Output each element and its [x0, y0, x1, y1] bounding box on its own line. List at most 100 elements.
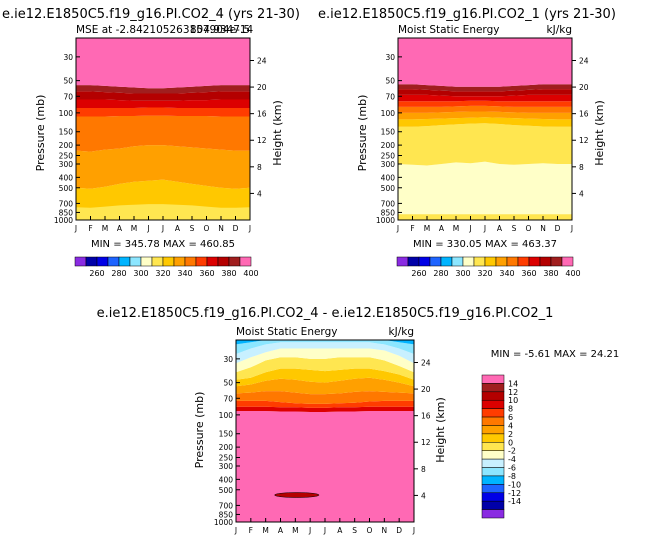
colorbar-swatch: [107, 256, 120, 267]
panel-1: e.ie12.E1850C5.f19_g16.PI.CO2_4 (yrs 21-…: [2, 7, 300, 278]
y-tick-label: 100: [381, 109, 396, 118]
contour-band-8: [76, 38, 250, 89]
contour-band-4: [76, 107, 250, 117]
contour-band-5: [236, 368, 414, 387]
y-tick-label: 500: [219, 486, 234, 495]
contour-band-8: [398, 89, 572, 97]
colorbar-label: 380: [221, 269, 236, 278]
colorbar-swatch: [481, 374, 505, 384]
colorbar-swatch: [440, 256, 453, 267]
colorbar-label: 320: [477, 269, 492, 278]
y-right-tick-label: 4: [257, 189, 262, 198]
colorbar-label: -2: [508, 447, 516, 456]
colorbar-label: -4: [508, 455, 516, 464]
contour-band-1: [236, 406, 414, 412]
colorbar-swatch: [96, 256, 109, 267]
panel-1-title: e.ie12.E1850C5.f19_g16.PI.CO2_4 (yrs 21-…: [2, 7, 300, 22]
colorbar-swatch: [506, 256, 519, 267]
colorbar-swatch: [140, 256, 153, 267]
panel-2-plot-area: J F M A M J J A S O N D J305070100150200250300400500…: [376, 37, 589, 233]
y-right-tick-label: 8: [421, 465, 426, 474]
colorbar-label: 340: [499, 269, 514, 278]
colorbar-swatch: [184, 256, 197, 267]
colorbar-label: 360: [521, 269, 536, 278]
colorbar-label: 8: [508, 405, 513, 414]
y-tick-label: 150: [59, 128, 74, 137]
colorbar-swatch: [481, 492, 505, 502]
y-tick-label: 1000: [214, 518, 233, 527]
y-right-tick-label: 24: [579, 56, 589, 65]
x-tick-label: D: [396, 526, 402, 535]
x-tick-label: A: [439, 224, 445, 233]
y-tick-label: 70: [63, 92, 73, 101]
colorbar-label: 4: [508, 421, 513, 430]
colorbar-swatch: [473, 256, 486, 267]
colorbar-swatch: [481, 383, 505, 393]
panel-2-subtitle-left: Moist Static Energy: [398, 24, 499, 36]
panel-1-y-right-axis-label: Height (km): [271, 100, 284, 166]
y-tick-label: 30: [223, 355, 233, 364]
panel-2: e.ie12.E1850C5.f19_g16.PI.CO2_1 (yrs 21-…: [318, 7, 616, 278]
x-tick-label: M: [453, 224, 459, 233]
y-tick-label: 150: [381, 128, 396, 137]
y-tick-label: 850: [381, 208, 396, 217]
colorbar-swatch: [481, 500, 505, 510]
y-tick-label: 150: [219, 430, 234, 439]
contour-band-6: [398, 100, 572, 107]
colorbar-label: -12: [508, 489, 521, 498]
x-tick-label: J: [570, 224, 573, 233]
colorbar-label: 12: [508, 388, 518, 397]
contour-band-7: [76, 85, 250, 94]
contour-band-0: [76, 203, 250, 220]
panel-1-colorbar: 260 280 300 320 340 360 380 400: [74, 256, 259, 278]
colorbar-swatch: [481, 484, 505, 494]
y-tick-label: 400: [219, 475, 234, 484]
panel-3: e.ie12.E1850C5.f19_g16.PI.CO2_4 - e.ie12…: [97, 306, 620, 535]
panel-3-y-right-axis-label: Height (km): [434, 397, 447, 463]
x-tick-label: S: [512, 224, 517, 233]
y-right-tick-label: 8: [579, 163, 584, 172]
panel-3-subtitle-left: Moist Static Energy: [236, 326, 337, 338]
colorbar-label: 400: [565, 269, 580, 278]
contour-band-1: [76, 179, 250, 208]
contour-band-9: [398, 84, 572, 92]
x-tick-label: J: [248, 224, 251, 233]
y-tick-label: 300: [219, 462, 234, 471]
colorbar-swatch: [481, 509, 505, 519]
colorbar-swatch: [481, 442, 505, 451]
contour-band-2: [76, 145, 250, 189]
colorbar-swatch: [528, 256, 541, 267]
colorbar-swatch: [484, 256, 497, 267]
y-right-tick-label: 8: [257, 163, 262, 172]
colorbar-swatch: [162, 256, 175, 267]
x-tick-label: O: [367, 526, 373, 535]
contour-band-1: [398, 161, 572, 215]
colorbar-label: 10: [508, 396, 518, 405]
y-right-tick-label: 20: [257, 83, 267, 92]
y-right-tick-label: 12: [579, 136, 589, 145]
contour-band-7: [398, 94, 572, 102]
x-tick-label: M: [292, 526, 298, 535]
contour-blob-0: [274, 492, 320, 498]
panel-3-plot-area: J F M A M J J A S O N D J305070100150200250300400500…: [214, 339, 431, 535]
panel-1-stats: MIN = 345.78 MAX = 460.85: [91, 239, 235, 250]
x-tick-label: J: [412, 526, 415, 535]
colorbar-swatch: [481, 399, 505, 409]
y-tick-label: 850: [59, 208, 74, 217]
colorbar-swatch: [151, 256, 164, 267]
x-tick-label: O: [204, 224, 210, 233]
colorbar-label: 400: [243, 269, 258, 278]
colorbar-swatch: [418, 256, 431, 267]
x-tick-label: J: [468, 224, 471, 233]
y-right-tick-label: 4: [579, 189, 584, 198]
y-tick-label: 700: [219, 501, 234, 510]
x-tick-label: J: [396, 224, 399, 233]
x-tick-label: D: [555, 224, 561, 233]
y-tick-label: 250: [381, 152, 396, 161]
y-tick-label: 700: [59, 199, 74, 208]
colorbar-swatch: [561, 256, 574, 267]
contour-band-0: [236, 411, 414, 522]
contour-band-5: [76, 99, 250, 108]
panel-2-title: e.ie12.E1850C5.f19_g16.PI.CO2_1 (yrs 21-…: [318, 7, 616, 22]
